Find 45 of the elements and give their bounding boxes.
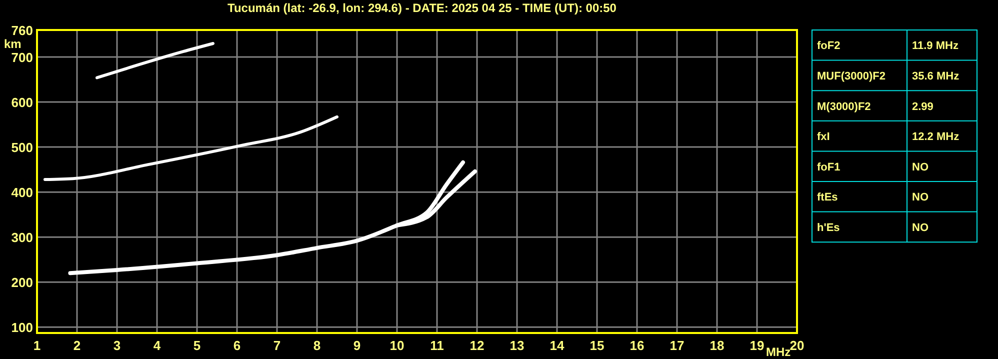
x-axis-title: MHz <box>766 345 791 359</box>
x-tick-label: 14 <box>550 338 565 353</box>
text: MUF(3000)F2 <box>817 70 886 82</box>
x-tick-label: 11 <box>430 338 444 353</box>
text: M(3000)F2 <box>817 100 871 113</box>
y-tick-label: 400 <box>11 185 33 200</box>
y-tick-label: 300 <box>11 230 33 246</box>
text: foF1 <box>817 161 840 174</box>
x-tick-label: 12 <box>470 338 484 353</box>
x-tick-label: 8 <box>313 338 321 353</box>
x-tick-label: 9 <box>353 338 361 353</box>
text: 2.99 <box>912 100 934 113</box>
text: NO <box>912 192 929 204</box>
text: 11.9 MHz <box>912 40 959 52</box>
x-tick-label: 4 <box>153 338 162 353</box>
x-tick-label: 19 <box>750 338 764 353</box>
x-tick-label: 16 <box>630 338 644 353</box>
chart-title: Tucumán (lat: -26.9, lon: 294.6) - DATE: 2025 04 25 - TIME (UT): 00:50 <box>228 1 617 15</box>
text: 12.2 MHz <box>912 131 960 144</box>
x-tick-label: 18 <box>710 338 724 353</box>
y-tick-label: 600 <box>11 95 33 110</box>
x-tick-label: 17 <box>670 338 684 353</box>
x-tick-label: 15 <box>590 338 604 353</box>
x-tick-label: 20 <box>790 338 804 353</box>
x-tick-label: 10 <box>390 338 404 353</box>
x-tick-label: 13 <box>510 338 524 353</box>
text: NO <box>912 222 929 234</box>
y-tick-label: 200 <box>11 275 33 290</box>
x-tick-label: 1 <box>33 338 41 353</box>
text: fxI <box>817 131 830 144</box>
text: NO <box>912 161 929 174</box>
text: h'Es <box>817 222 840 234</box>
y-tick-label: 700 <box>11 50 33 66</box>
x-tick-label: 6 <box>233 338 241 353</box>
x-tick-label: 5 <box>193 338 201 353</box>
y-tick-label: 760 <box>11 23 33 38</box>
text: 35.6 MHz <box>912 70 960 82</box>
text: foF2 <box>817 40 840 52</box>
x-tick-label: 3 <box>113 338 121 353</box>
x-tick-label: 2 <box>73 338 81 353</box>
y-tick-label: 100 <box>11 320 33 336</box>
y-axis-title: km <box>4 37 22 51</box>
x-tick-label: 7 <box>273 338 281 353</box>
y-tick-label: 500 <box>11 140 33 156</box>
text: ftEs <box>817 192 838 204</box>
